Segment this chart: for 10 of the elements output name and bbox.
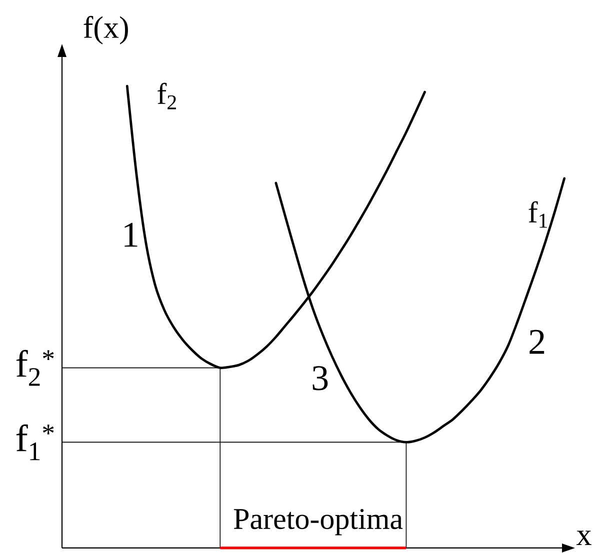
ref-line-label: f$_{1}$* — [16, 424, 54, 460]
annotation: 1 — [124, 222, 138, 247]
y-axis-title: f(x) — [84, 16, 128, 44]
annotation: Pareto-optima — [234, 508, 403, 536]
annotation: 2 — [530, 330, 544, 354]
series-label: f$_{1}$ — [528, 201, 548, 228]
ref-line-label: f$_{2}$* — [16, 350, 54, 386]
annotation: 3 — [312, 366, 328, 390]
x-axis-title: x — [576, 530, 592, 545]
series-label: f$_{2}$ — [158, 82, 176, 110]
